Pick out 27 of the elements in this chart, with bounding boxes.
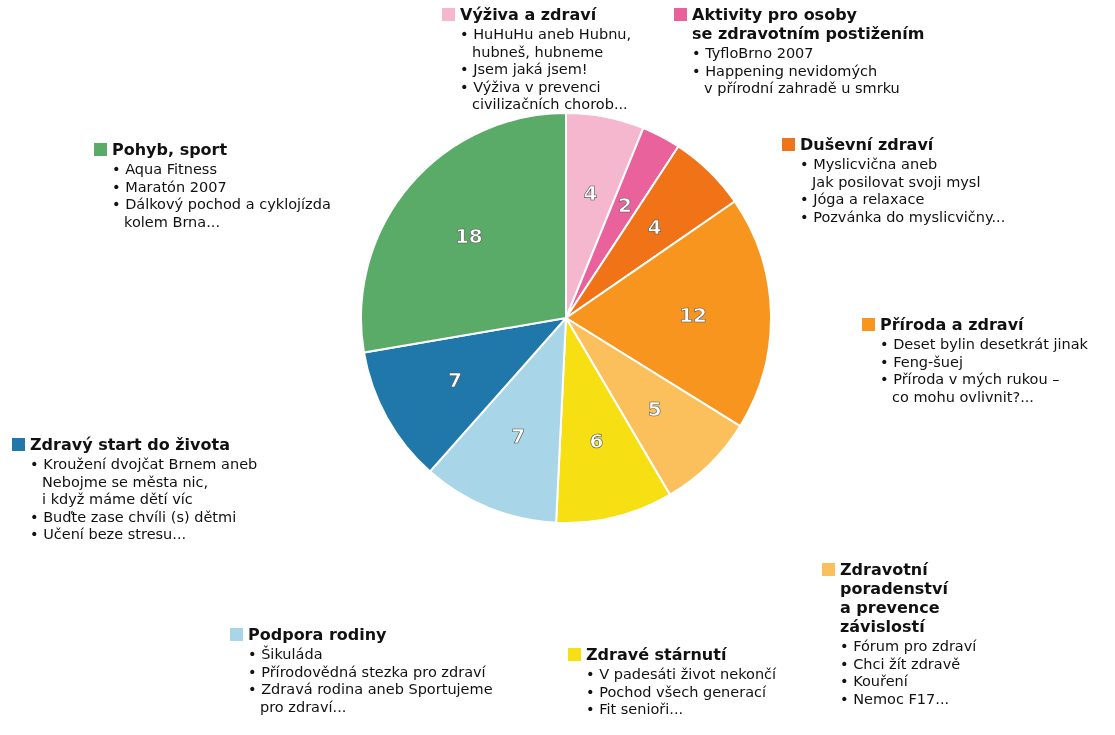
legend-label: Podpora rodiny [248, 625, 388, 644]
text: • Deset bylin desetkrát jinak • Feng-šuej • Příroda v mých rukou – co mohu ovlivnit?... [880, 336, 1089, 405]
data-label: 6 [589, 429, 604, 454]
text: • Kroužení dvojčat Brnem aneb Nebojme se města nic, i když máme dětí víc • Buďte zase chvíli (s) dětmi • Učení beze stresu... [30, 456, 258, 542]
legend-label: Duševní zdraví [800, 135, 935, 154]
data-label: 4 [647, 215, 662, 240]
legend-label: Pohyb, sport [112, 140, 228, 159]
text: • Fórum pro zdraví • Chci žít zdravě • Kouření • Nemoc F17... [840, 638, 978, 707]
data-label: 12 [679, 302, 707, 327]
text: • V padesáti život nekončí • Pochod všech generací • Fit senioři... [586, 666, 778, 717]
text: • Myslicvična aneb Jak posilovat svoji mysl • Jóga a relaxace • Pozvánka do myslicvičny... [800, 156, 1006, 225]
data-label: 5 [647, 396, 662, 421]
legend-label: Zdravý start do života [30, 435, 230, 454]
text: • TyfloBrno 2007 • Happening nevidomých v přírodní zahradě u smrku [692, 45, 900, 96]
text: • Aqua Fitness • Maratón 2007 • Dálkový pochod a cyklojízda kolem Brna... [112, 161, 331, 230]
data-label: 18 [454, 224, 483, 249]
legend-label: Zdravé stárnutí [586, 645, 728, 664]
legend-label: Výživa a zdraví [460, 5, 598, 24]
data-label: 4 [583, 181, 598, 206]
text: • HuHuHu aneb Hubnu, hubneš, hubneme • Jsem jaká jsem! • Výživa v prevenci civilizačních chorob... [460, 26, 632, 112]
data-label: 7 [447, 367, 462, 392]
data-label: 7 [511, 423, 526, 448]
data-label: 2 [618, 193, 633, 218]
legend-label: Příroda a zdraví [880, 315, 1026, 334]
legend-label: Zdravotní poradenství a prevence závislostí [840, 560, 950, 636]
text: • Šikuláda • Přírodovědná stezka pro zdraví • Zdravá rodina aneb Sportujeme pro zdraví... [248, 645, 493, 715]
legend-label: Aktivity pro osoby se zdravotním postižením [692, 5, 925, 43]
